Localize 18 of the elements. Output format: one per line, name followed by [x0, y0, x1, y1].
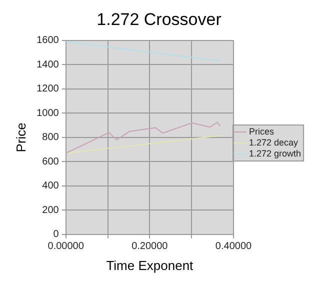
y-axis-title: Price [13, 122, 28, 152]
x-tick-label: 0.20000 [132, 241, 168, 252]
y-tick-label: 600 [42, 156, 60, 168]
legend-label: 1.272 decay [249, 137, 299, 148]
x-tick-label: 0.40000 [215, 241, 252, 252]
y-tick-label: 200 [42, 204, 60, 216]
y-tick-label: 1400 [36, 59, 60, 70]
chart-title: 1.272 Crossover [96, 10, 222, 29]
x-axis-title: Time Exponent [106, 258, 194, 273]
y-tick-label: 400 [42, 180, 60, 192]
y-tick-label: 1000 [36, 108, 60, 119]
y-tick-label: 800 [42, 132, 60, 144]
x-tick-label: 0.00000 [48, 241, 84, 252]
y-tick-label: 0 [53, 229, 60, 240]
y-tick-label: 1600 [36, 35, 60, 46]
legend-label: 1.272 growth [249, 148, 302, 158]
y-tick-label: 1200 [36, 84, 60, 95]
legend-label: Prices [249, 126, 275, 136]
